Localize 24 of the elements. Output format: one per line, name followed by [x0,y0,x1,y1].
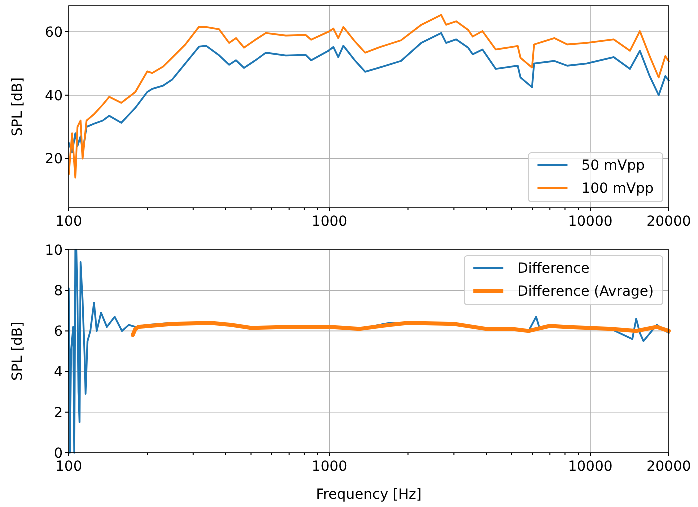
y-tick-label: 6 [54,324,64,340]
x-tick-label: 20000 [646,214,692,230]
x-tick-label: 10000 [568,459,613,475]
y-tick-label: 40 [45,88,63,104]
y-tick-label: 20 [45,152,63,168]
y-tick-label: 8 [54,284,63,300]
legend-label: Difference (Avrage) [518,284,654,300]
x-axis-title: Frequency [Hz] [316,487,422,503]
y-tick-label: 4 [54,364,64,381]
legend-label: 100 mVpp [582,181,654,197]
y-axis-title: SPL [dB] [10,78,26,136]
y-tick-label: 0 [54,446,63,462]
x-tick-label: 100 [56,214,82,230]
y-tick-label: 2 [54,405,63,422]
x-tick-label: 10000 [568,214,613,230]
x-tick-label: 1000 [312,214,348,230]
legend-label: Difference [518,261,590,277]
x-tick-label: 20000 [646,459,692,475]
x-tick-label: 1000 [312,459,348,475]
legend-label: 50 mVpp [582,158,646,174]
y-tick-label: 10 [45,242,63,259]
y-axis-title: SPL [dB] [10,322,26,381]
y-tick-label: 60 [45,24,63,41]
x-tick-label: 100 [56,459,82,475]
